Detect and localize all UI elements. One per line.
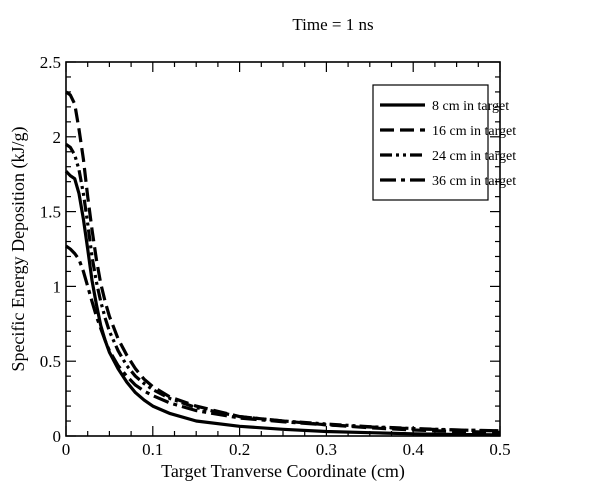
x-tick-label: 0.5	[489, 440, 510, 459]
x-tick-label: 0.4	[403, 440, 425, 459]
x-tick-label: 0	[62, 440, 71, 459]
legend-label: 24 cm in target	[432, 149, 516, 164]
x-tick-label: 0.3	[316, 440, 337, 459]
axis-ticks: 0 0.1 0.2 0.3 0.4 0.5 0 0.5 1 1.5 2 2.5	[40, 53, 511, 459]
legend-label: 36 cm in target	[432, 174, 516, 189]
x-tick-label: 0.1	[142, 440, 163, 459]
legend-label: 16 cm in target	[432, 124, 516, 139]
y-tick-label: 1	[53, 277, 62, 296]
series-line-2	[65, 90, 501, 434]
x-tick-label: 0.2	[229, 440, 250, 459]
chart-title: Time = 1 ns	[292, 15, 373, 34]
x-axis-label: Target Tranverse Coordinate (cm)	[161, 461, 405, 482]
legend: 8 cm in target 16 cm in target 24 cm in ta…	[372, 84, 516, 201]
series-line-1	[64, 170, 501, 437]
y-tick-label: 0	[53, 427, 62, 446]
y-axis-label: Specific Energy Deposition (kJ/g)	[8, 126, 29, 371]
y-tick-label: 1.5	[40, 203, 61, 222]
legend-label: 8 cm in target	[432, 99, 509, 114]
series-lines	[64, 90, 501, 437]
y-tick-label: 2.5	[40, 53, 61, 72]
y-tick-label: 2	[53, 128, 62, 147]
y-tick-label: 0.5	[40, 352, 61, 371]
series-line-3	[65, 142, 501, 433]
series-line-4	[65, 244, 501, 433]
